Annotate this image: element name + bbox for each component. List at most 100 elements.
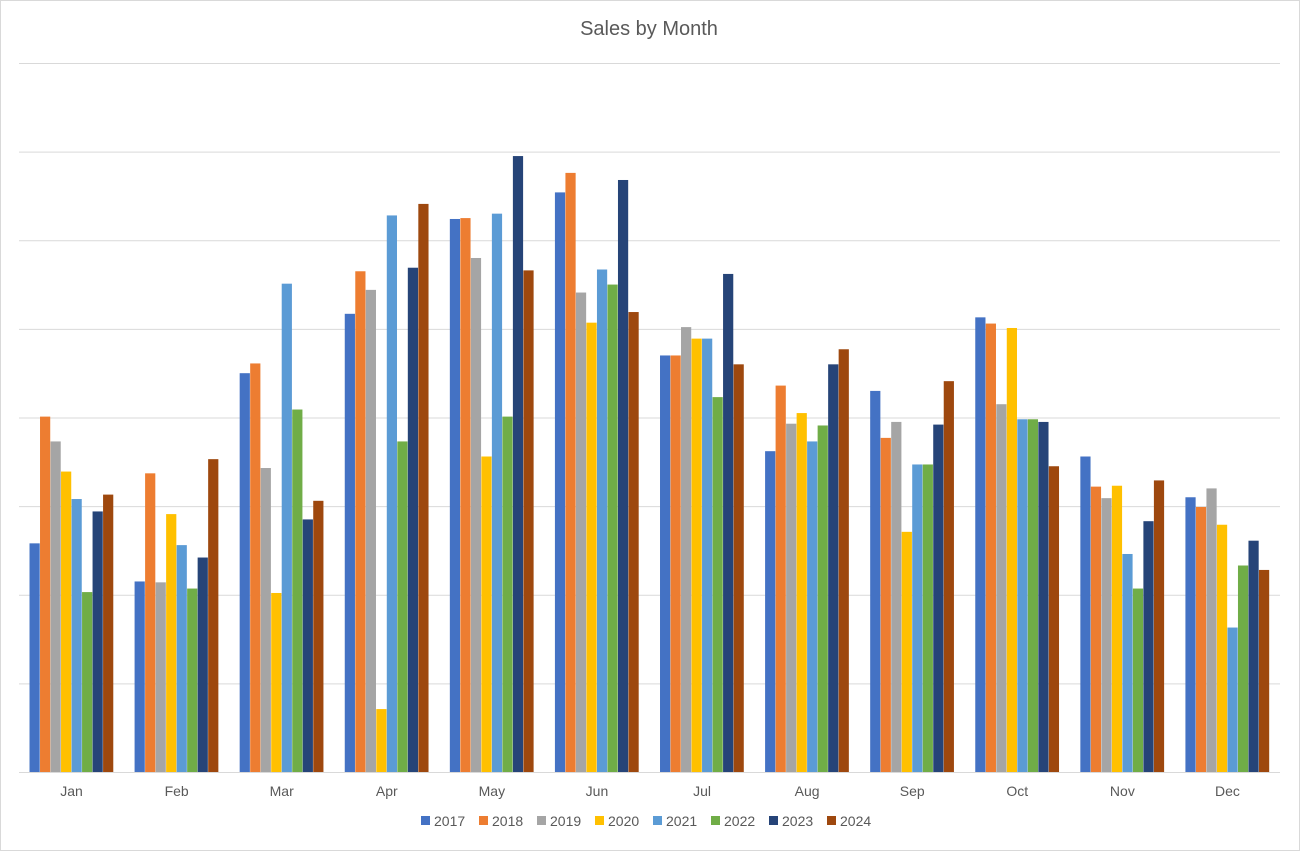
bar-jan-2020: [61, 471, 72, 772]
bar-jul-2023: [723, 273, 734, 772]
bar-jun-2022: [607, 284, 618, 772]
bar-jul-2020: [691, 338, 702, 772]
bar-feb-2021: [176, 545, 187, 772]
bar-may-2021: [491, 213, 503, 772]
bar-jul-2022: [712, 397, 723, 772]
bar-apr-2021: [386, 215, 397, 772]
bar-mar-2024: [313, 500, 324, 772]
x-tick-labels: Jan Feb Mar Apr May Jun Jul Aug Sep Oct Nov Dec: [60, 783, 1240, 799]
x-tick-label: Sep: [900, 783, 925, 799]
bar-jun-2017: [554, 192, 566, 772]
bar-may-2023: [512, 156, 524, 772]
bar-oct-2023: [1038, 421, 1049, 772]
legend-swatch: [595, 816, 604, 825]
bar-sep-2021: [912, 464, 923, 772]
x-tick-label: Oct: [1006, 783, 1028, 799]
bar-may-2018: [460, 218, 471, 773]
bar-may-2024: [523, 270, 534, 772]
bar-oct-2017: [975, 317, 986, 772]
x-tick-label: Apr: [376, 783, 398, 799]
bar-oct-2021: [1017, 419, 1028, 772]
x-tick-label: Aug: [795, 783, 820, 799]
bar-apr-2024: [418, 203, 429, 772]
legend-label: 2022: [724, 813, 755, 829]
bar-jul-2024: [733, 364, 744, 772]
legend-swatch: [479, 816, 488, 825]
bar-aug-2017: [765, 451, 776, 772]
x-tick-label: Jul: [693, 783, 711, 799]
gridlines: [19, 63, 1280, 685]
bar-jul-2021: [702, 338, 713, 772]
x-tick-label: Nov: [1110, 783, 1135, 799]
bar-jul-2017: [660, 355, 671, 772]
x-tick-label: Mar: [270, 783, 294, 799]
legend-swatch: [711, 816, 720, 825]
bar-sep-2022: [922, 464, 933, 772]
bar-nov-2018: [1090, 486, 1102, 772]
bar-mar-2018: [250, 363, 261, 772]
legend-item-2017: 2017: [421, 813, 465, 829]
legend-label: 2020: [608, 813, 639, 829]
legend-swatch: [653, 816, 662, 825]
bar-apr-2022: [397, 441, 408, 772]
bar-feb-2022: [187, 588, 198, 772]
bar-feb-2018: [145, 473, 156, 772]
bar-feb-2024: [208, 459, 219, 772]
bar-feb-2017: [134, 581, 145, 772]
bar-dec-2022: [1237, 565, 1249, 772]
bar-feb-2019: [155, 582, 166, 772]
bar-mar-2023: [302, 519, 313, 772]
bar-jun-2023: [617, 179, 629, 773]
bar-jun-2024: [628, 312, 639, 772]
legend: 2017 2018 2019 2020 2021 2022 2023 2024: [421, 813, 871, 829]
legend-swatch: [421, 816, 430, 825]
bar-jan-2019: [50, 441, 61, 772]
bar-sep-2020: [901, 531, 912, 772]
legend-item-2021: 2021: [653, 813, 697, 829]
bar-may-2022: [502, 416, 513, 772]
bar-aug-2023: [828, 364, 839, 772]
bar-dec-2020: [1216, 524, 1228, 772]
bar-jan-2024: [103, 494, 114, 772]
bar-aug-2022: [817, 425, 828, 772]
legend-item-2019: 2019: [537, 813, 581, 829]
bar-apr-2017: [344, 313, 355, 772]
legend-swatch: [537, 816, 546, 825]
bar-dec-2024: [1258, 569, 1270, 772]
bar-jun-2021: [596, 269, 608, 772]
bar-mar-2017: [239, 373, 250, 772]
bar-dec-2019: [1206, 488, 1217, 772]
legend-item-2024: 2024: [827, 813, 871, 829]
bar-sep-2024: [943, 381, 954, 772]
bar-aug-2024: [838, 349, 849, 772]
legend-swatch: [827, 816, 836, 825]
bar-nov-2017: [1080, 456, 1091, 772]
bar-nov-2020: [1111, 485, 1123, 772]
bar-sep-2019: [891, 421, 902, 772]
bar-sep-2023: [933, 424, 944, 772]
bar-sep-2017: [870, 390, 881, 772]
bar-nov-2024: [1153, 480, 1165, 772]
legend-label: 2017: [434, 813, 465, 829]
x-tick-label: Jan: [60, 783, 83, 799]
bar-jul-2019: [681, 327, 692, 772]
bar-oct-2019: [996, 404, 1007, 772]
bar-aug-2019: [786, 423, 797, 772]
legend-label: 2019: [550, 813, 581, 829]
bar-jun-2018: [565, 172, 576, 772]
bar-dec-2017: [1185, 497, 1196, 772]
x-tick-label: Feb: [165, 783, 189, 799]
bar-jun-2019: [575, 292, 587, 772]
bar-may-2017: [449, 218, 461, 773]
x-tick-label: Jun: [586, 783, 609, 799]
bar-dec-2023: [1248, 540, 1259, 772]
bar-jan-2022: [82, 592, 93, 772]
bar-apr-2020: [376, 709, 387, 772]
bar-nov-2023: [1143, 521, 1154, 772]
legend-item-2022: 2022: [711, 813, 755, 829]
bar-mar-2022: [292, 409, 303, 772]
bar-jan-2017: [29, 543, 40, 772]
bar-jul-2018: [670, 355, 681, 772]
bar-nov-2019: [1101, 498, 1112, 772]
chart-title: Sales by Month: [580, 18, 718, 40]
